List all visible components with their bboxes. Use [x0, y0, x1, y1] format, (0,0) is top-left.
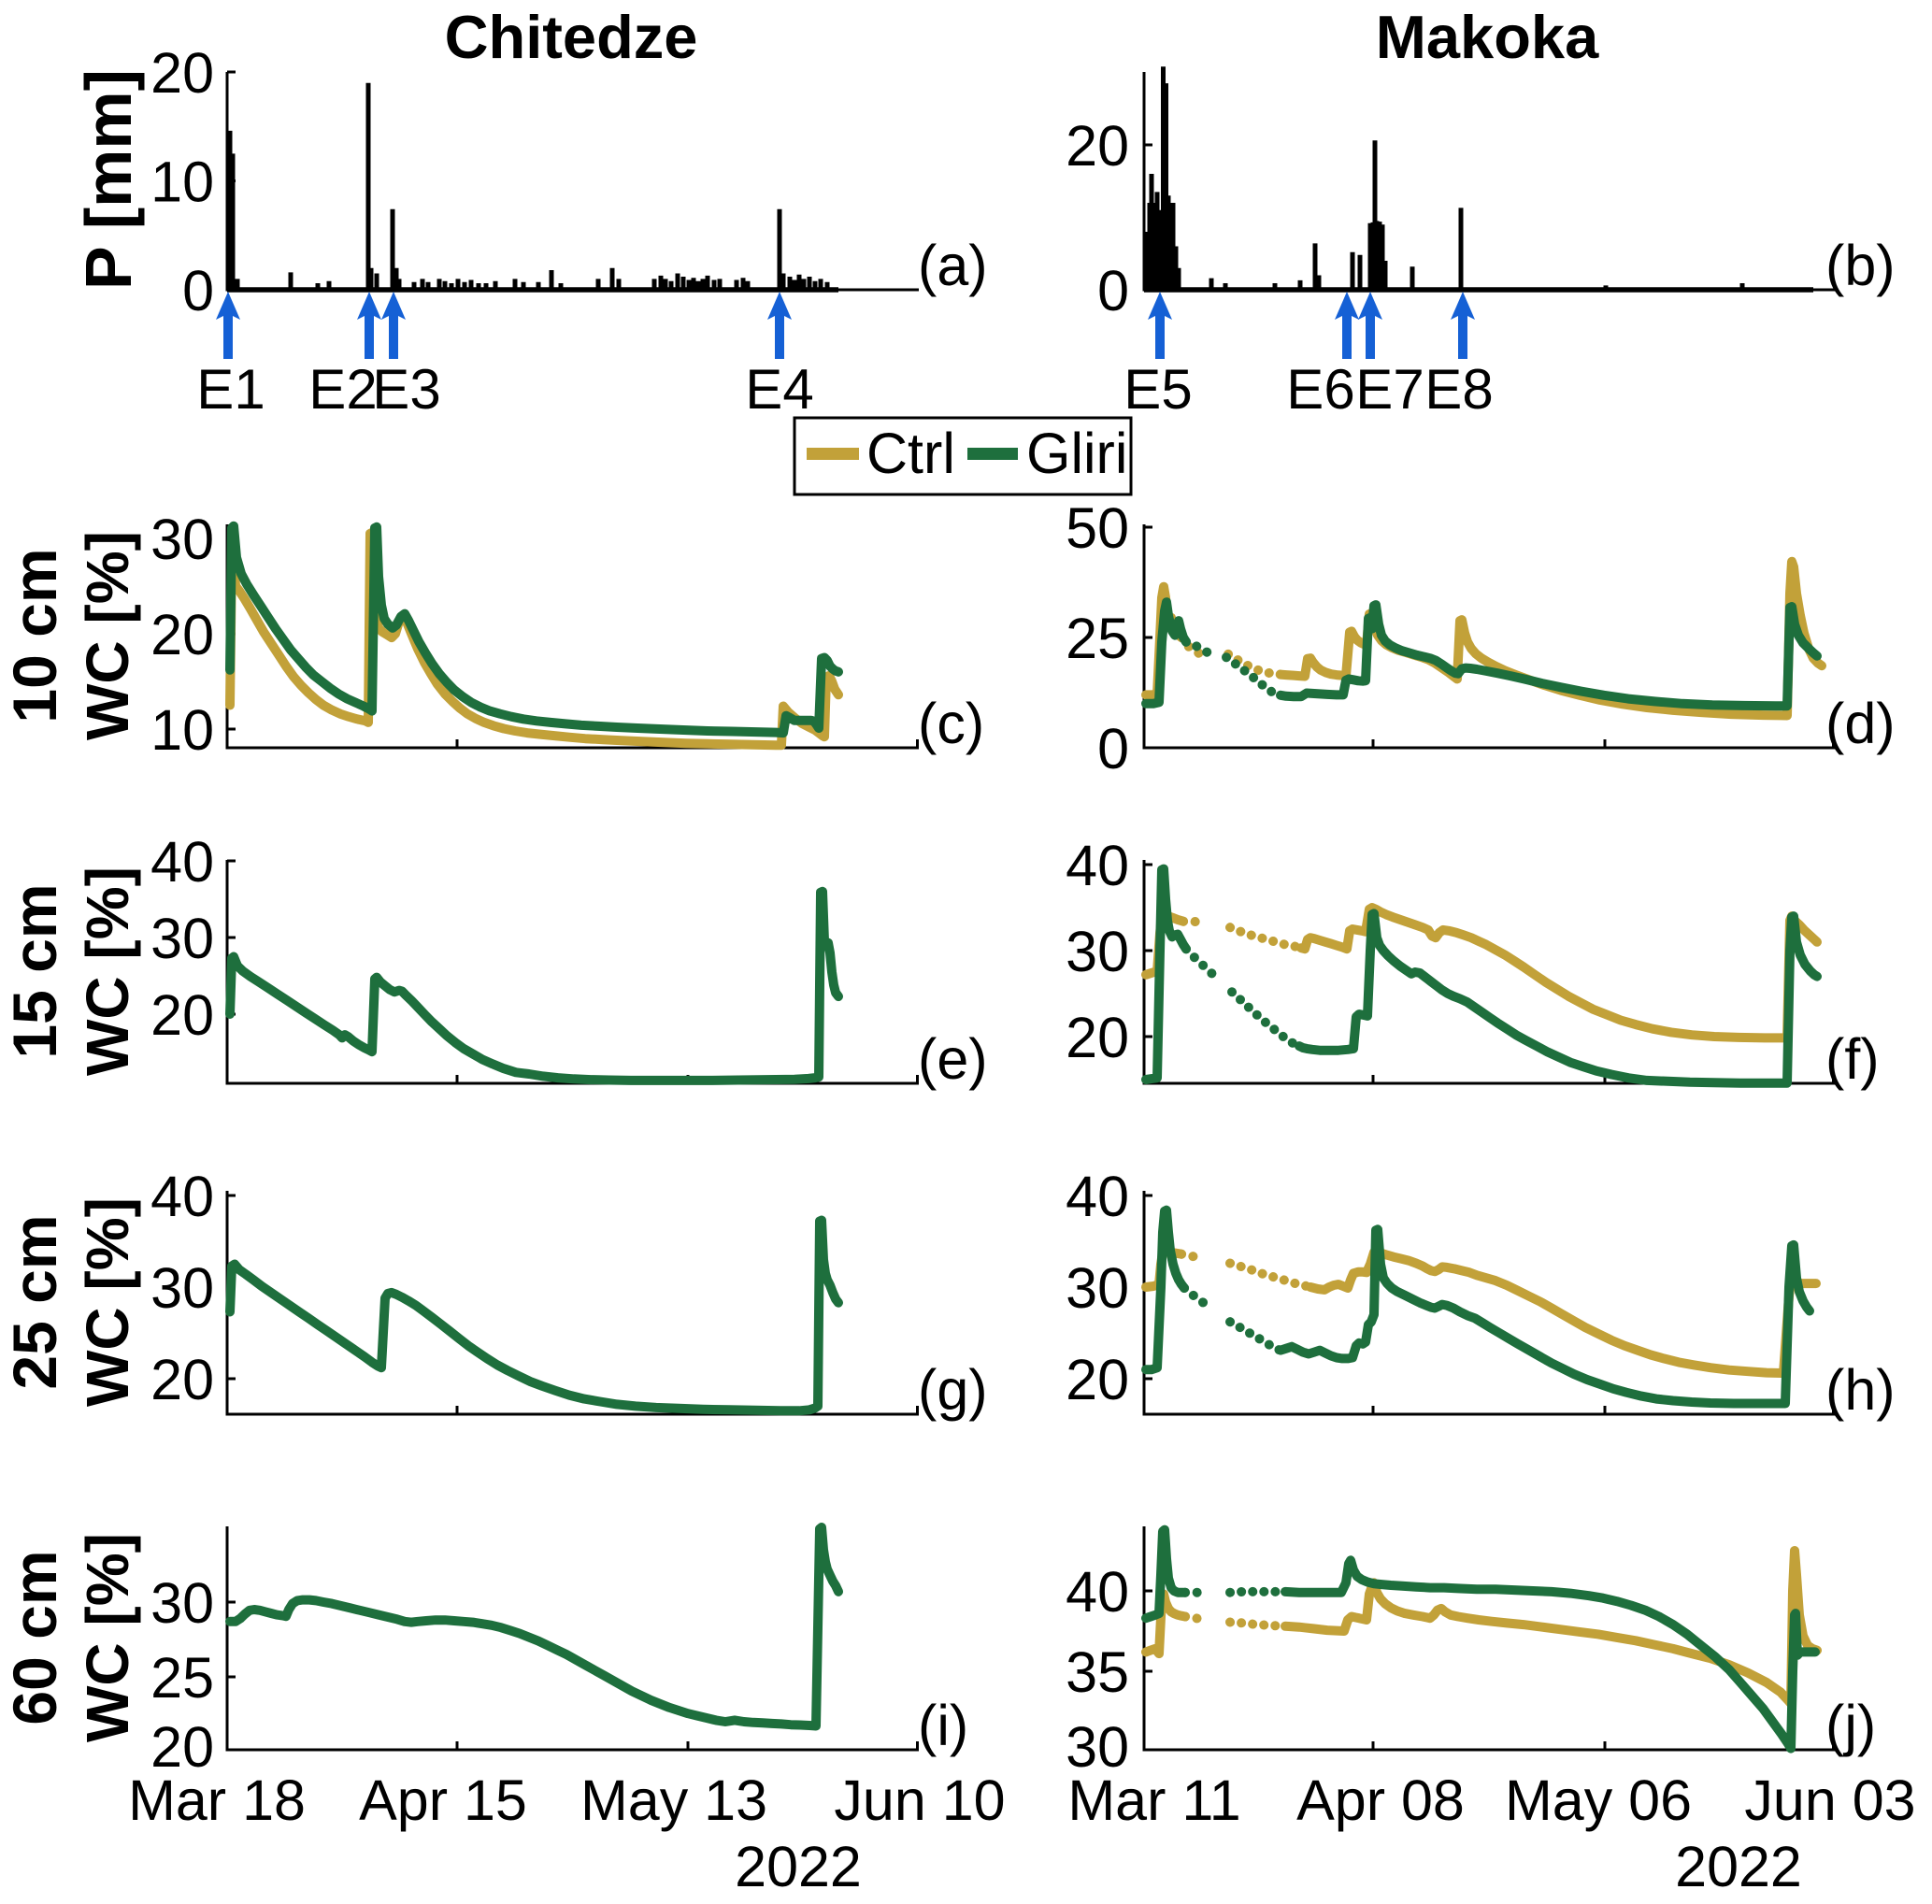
svg-text:E2: E2	[308, 358, 377, 421]
svg-text:20: 20	[150, 1348, 214, 1411]
svg-text:30: 30	[1066, 920, 1129, 983]
svg-text:(a): (a)	[918, 234, 988, 297]
svg-text:(i): (i)	[918, 1694, 968, 1757]
svg-text:(e): (e)	[918, 1027, 988, 1091]
svg-text:(j): (j)	[1825, 1694, 1876, 1757]
svg-text:25 cm: 25 cm	[0, 1214, 69, 1389]
svg-text:Makoka: Makoka	[1376, 3, 1599, 71]
svg-text:35: 35	[1066, 1640, 1129, 1704]
svg-text:40: 40	[1066, 834, 1129, 897]
svg-text:WC [%]: WC [%]	[74, 531, 141, 740]
svg-text:30: 30	[150, 1571, 214, 1635]
svg-text:Gliri: Gliri	[1026, 422, 1127, 485]
svg-text:WC [%]: WC [%]	[74, 1533, 141, 1742]
svg-text:0: 0	[1097, 259, 1129, 322]
svg-text:40: 40	[150, 1165, 214, 1228]
svg-text:Mar 18: Mar 18	[128, 1768, 306, 1832]
svg-text:10: 10	[150, 698, 214, 762]
svg-text:(h): (h)	[1825, 1358, 1896, 1422]
svg-text:20: 20	[150, 603, 214, 666]
svg-text:Apr 15: Apr 15	[359, 1768, 527, 1832]
svg-text:Jun 03: Jun 03	[1744, 1768, 1915, 1832]
svg-text:25: 25	[150, 1646, 214, 1710]
svg-text:E6: E6	[1286, 358, 1354, 421]
svg-text:2022: 2022	[735, 1835, 862, 1898]
svg-text:E8: E8	[1424, 358, 1493, 421]
svg-text:Chitedze: Chitedze	[445, 3, 698, 71]
svg-text:(g): (g)	[918, 1358, 988, 1422]
svg-text:Mar 11: Mar 11	[1067, 1768, 1240, 1832]
svg-text:10 cm: 10 cm	[0, 548, 69, 723]
svg-text:50: 50	[1066, 496, 1129, 560]
svg-text:30: 30	[150, 907, 214, 970]
svg-text:WC [%]: WC [%]	[74, 866, 141, 1076]
svg-text:30: 30	[1066, 1256, 1129, 1320]
svg-text:40: 40	[1066, 1560, 1129, 1624]
svg-text:2022: 2022	[1675, 1835, 1802, 1898]
svg-text:10: 10	[150, 150, 214, 214]
svg-text:0: 0	[1097, 717, 1129, 780]
svg-text:May 06: May 06	[1505, 1768, 1692, 1832]
svg-text:30: 30	[150, 508, 214, 571]
svg-text:15 cm: 15 cm	[0, 883, 69, 1058]
svg-text:E4: E4	[745, 358, 813, 421]
svg-text:P [mm]: P [mm]	[72, 69, 145, 290]
svg-text:30: 30	[1066, 1715, 1129, 1779]
svg-text:40: 40	[1066, 1165, 1129, 1228]
svg-text:WC [%]: WC [%]	[74, 1197, 141, 1407]
svg-text:(f): (f)	[1825, 1027, 1880, 1091]
svg-text:May 13: May 13	[580, 1768, 767, 1832]
svg-text:Apr 08: Apr 08	[1296, 1768, 1465, 1832]
svg-text:E7: E7	[1355, 358, 1424, 421]
svg-text:20: 20	[1066, 114, 1129, 178]
svg-text:60 cm: 60 cm	[0, 1550, 69, 1725]
svg-text:40: 40	[150, 830, 214, 894]
svg-text:(c): (c)	[918, 692, 984, 755]
svg-text:Ctrl: Ctrl	[866, 422, 955, 485]
svg-text:(b): (b)	[1825, 234, 1896, 297]
svg-text:20: 20	[150, 1715, 214, 1779]
svg-text:E5: E5	[1123, 358, 1192, 421]
svg-text:E3: E3	[372, 358, 440, 421]
svg-text:E1: E1	[196, 358, 265, 421]
svg-text:20: 20	[150, 983, 214, 1047]
svg-text:0: 0	[182, 259, 214, 322]
svg-text:25: 25	[1066, 607, 1129, 670]
svg-text:20: 20	[1066, 1348, 1129, 1411]
svg-text:30: 30	[150, 1256, 214, 1320]
svg-text:(d): (d)	[1825, 692, 1896, 755]
svg-text:20: 20	[1066, 1006, 1129, 1069]
svg-text:20: 20	[150, 41, 214, 105]
svg-text:Jun 10: Jun 10	[834, 1768, 1005, 1832]
